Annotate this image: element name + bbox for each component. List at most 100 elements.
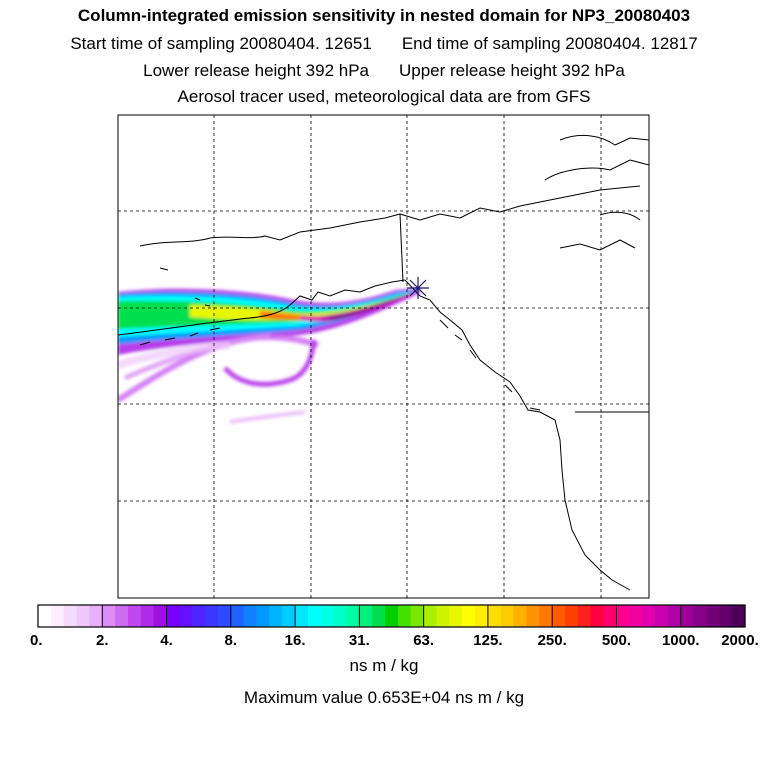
colorbar-tick-labels: 0. 2. 4. 8. 16. 31. 63. 125. 250. 500. 1000. 2000. (30, 632, 759, 649)
colorbar-swatch (590, 605, 605, 627)
start-time-label: Start time of sampling 20080404. 12651 (70, 34, 372, 53)
colorbar-swatch (462, 605, 476, 627)
colorbar-swatch (153, 605, 168, 627)
plume-core-dark (320, 291, 415, 320)
colorbar-swatch (63, 605, 78, 627)
colorbar-tick-label: 8. (225, 632, 238, 649)
colorbar-swatch (192, 605, 206, 627)
plume-west-wash (118, 341, 231, 369)
colorbar-swatch (449, 605, 463, 627)
colorbar-frame (37, 604, 746, 628)
colorbar-swatch (706, 605, 720, 627)
colorbar-swatch (346, 605, 360, 627)
colorbar-tick-label: 250. (538, 632, 567, 649)
colorbar-swatch (256, 605, 270, 627)
colorbar-swatch (140, 605, 155, 627)
alaska-canada-border (399, 213, 404, 283)
colorbar-swatch (436, 605, 450, 627)
plume-yellow-band (190, 293, 414, 321)
colorbar-swatch (243, 605, 258, 627)
colorbar-tick-label: 4. (160, 632, 173, 649)
colorbar-swatch (475, 605, 489, 627)
colorbar-swatch (295, 605, 309, 627)
colorbar-swatch (629, 605, 643, 627)
colorbar-tick-label: 63. (413, 632, 434, 649)
colorbar-swatch (616, 605, 630, 627)
british-columbia-islands (439, 319, 541, 411)
colorbar-tick-label: 500. (602, 632, 631, 649)
colorbar-swatch (307, 605, 322, 627)
tracer-info: Aerosol tracer used, meteorological data… (177, 87, 591, 106)
lower-release-label: Lower release height 392 hPa (143, 61, 369, 80)
colorbar-tick-label: 2000. (721, 632, 759, 649)
colorbar-swatch (732, 605, 746, 627)
colorbar-swatch (217, 605, 232, 627)
arctic-islands (544, 134, 649, 221)
colorbar-swatch (102, 605, 116, 627)
colorbar-swatch (397, 605, 412, 627)
colorbar-swatch (205, 605, 219, 627)
plume-core-magenta (300, 292, 416, 322)
colorbar-swatch (565, 605, 579, 627)
colorbar-swatch (719, 605, 733, 627)
colorbar-swatch (513, 605, 528, 627)
colorbar-swatch (38, 605, 52, 627)
colorbar-swatch (655, 605, 669, 627)
aleutian-islands (139, 327, 221, 346)
colorbar-tick-label: 1000. (662, 632, 700, 649)
maximum-value-label: Maximum value 0.653E+04 ns m / kg (243, 688, 525, 707)
colorbar-swatch (230, 605, 245, 627)
colorbar-swatch (127, 605, 142, 627)
colorbar-tick-label: 31. (349, 632, 370, 649)
colorbar-swatch (552, 605, 566, 627)
map-frame (117, 114, 650, 599)
alaska-peninsula-coast (118, 279, 406, 336)
colorbar-swatch (50, 605, 65, 627)
colorbar-swatch (269, 605, 283, 627)
colorbar-swatch (693, 605, 708, 627)
colorbar-swatch (76, 605, 91, 627)
colorbar-swatch (487, 605, 502, 627)
plume-loop (223, 339, 317, 387)
colorbar-swatch (423, 605, 438, 627)
colorbar-tick-label: 125. (473, 632, 502, 649)
colorbar-swatch (372, 605, 386, 627)
colorbar-swatch (500, 605, 515, 627)
north-alaska-coast (139, 213, 401, 247)
colorbar-swatch (603, 605, 618, 627)
colorbar-swatch (166, 605, 180, 627)
map-area (118, 115, 649, 598)
colorbar-swatch (320, 605, 335, 627)
release-height-line: Lower release height 392 hPa Upper releas… (0, 61, 768, 81)
coastlines (118, 134, 649, 591)
colorbar-swatch (539, 605, 553, 627)
colorbar-swatch (282, 605, 296, 627)
plume-south-tail (229, 410, 306, 424)
hudson-area (559, 239, 636, 251)
colorbar-swatch (359, 605, 373, 627)
pacific-coast (404, 279, 631, 591)
colorbar-units: ns m / kg (349, 656, 419, 675)
sampling-time-line: Start time of sampling 20080404. 12651 En… (0, 34, 768, 54)
colorbar-swatch (179, 605, 193, 627)
colorbar-swatch (89, 605, 103, 627)
colorbar-tick-label: 2. (96, 632, 109, 649)
colorbar (38, 605, 746, 627)
colorbar-swatch (410, 605, 425, 627)
chart-title: Column-integrated emission sensitivity i… (77, 6, 691, 25)
lat-lon-grid (118, 115, 649, 598)
colorbar-swatch (526, 605, 540, 627)
upper-release-label: Upper release height 392 hPa (399, 61, 625, 80)
colorbar-swatch (115, 605, 129, 627)
colorbar-swatch (577, 605, 592, 627)
colorbar-tick-label: 16. (285, 632, 306, 649)
release-point-marker (407, 277, 429, 299)
colorbar-swatch (680, 605, 695, 627)
end-time-label: End time of sampling 20080404. 12817 (401, 34, 698, 53)
colorbar-swatch (667, 605, 682, 627)
bering-islands (159, 267, 211, 307)
colorbar-swatch (642, 605, 656, 627)
colorbar-tick-label: 0. (30, 632, 43, 649)
canada-arctic-coast (399, 185, 641, 221)
